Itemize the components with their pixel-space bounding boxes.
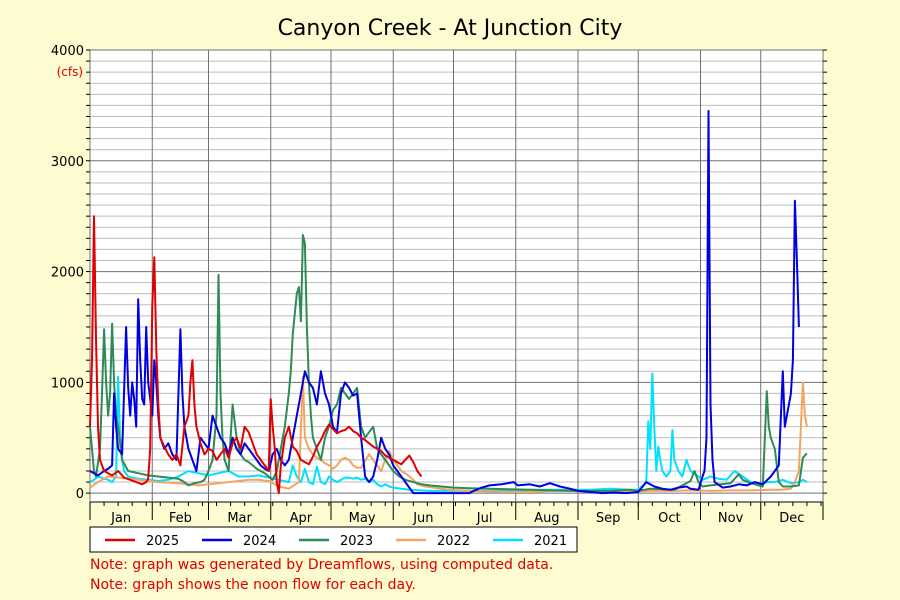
x-tick-label: Jan <box>110 511 131 526</box>
x-tick-label: Mar <box>227 511 252 526</box>
x-tick-label: Nov <box>718 511 744 526</box>
y-tick-label: 0 <box>76 487 84 502</box>
series-line-2021 <box>89 372 808 492</box>
y-unit-label: (cfs) <box>57 65 83 79</box>
note-noon: Note: graph shows the noon flow for each… <box>90 577 416 593</box>
x-axis: Jan Feb Mar Apr May Jun Jul Aug Sep Oct Nov Dec <box>89 502 824 526</box>
y-tick-label: 2000 <box>51 266 84 281</box>
y-tick-label: 1000 <box>51 376 84 391</box>
x-tick-label: Jul <box>476 511 493 526</box>
y-axis: 0 1000 2000 3000 4000 <box>51 44 827 502</box>
series-line-2023 <box>89 234 808 492</box>
legend-label-2023: 2023 <box>340 534 373 549</box>
note-computed: Note: graph was generated by Dreamflows,… <box>90 557 554 573</box>
x-tick-label: Dec <box>779 511 804 526</box>
grid-lines <box>89 49 824 502</box>
x-tick-label: Aug <box>534 511 559 526</box>
y-tick-label: 4000 <box>51 44 84 59</box>
legend-label-2025: 2025 <box>146 534 179 549</box>
legend-label-2022: 2022 <box>437 534 470 549</box>
x-tick-label: May <box>349 511 376 526</box>
x-tick-label: Jun <box>412 511 433 526</box>
x-tick-label: Oct <box>658 511 680 526</box>
x-tick-label: Apr <box>290 511 313 526</box>
chart-title: Canyon Creek - At Junction City <box>278 16 623 41</box>
x-tick-label: Sep <box>596 511 621 526</box>
legend: 2025 2024 2023 2022 2021 <box>89 526 578 553</box>
legend-label-2021: 2021 <box>534 534 567 549</box>
series-line-2025 <box>89 215 423 495</box>
series-line-2022 <box>89 375 808 493</box>
plot-area <box>89 49 824 503</box>
x-tick-label: Feb <box>169 511 192 526</box>
series-group <box>89 109 808 495</box>
y-tick-label: 3000 <box>51 155 84 170</box>
legend-label-2024: 2024 <box>243 534 276 549</box>
